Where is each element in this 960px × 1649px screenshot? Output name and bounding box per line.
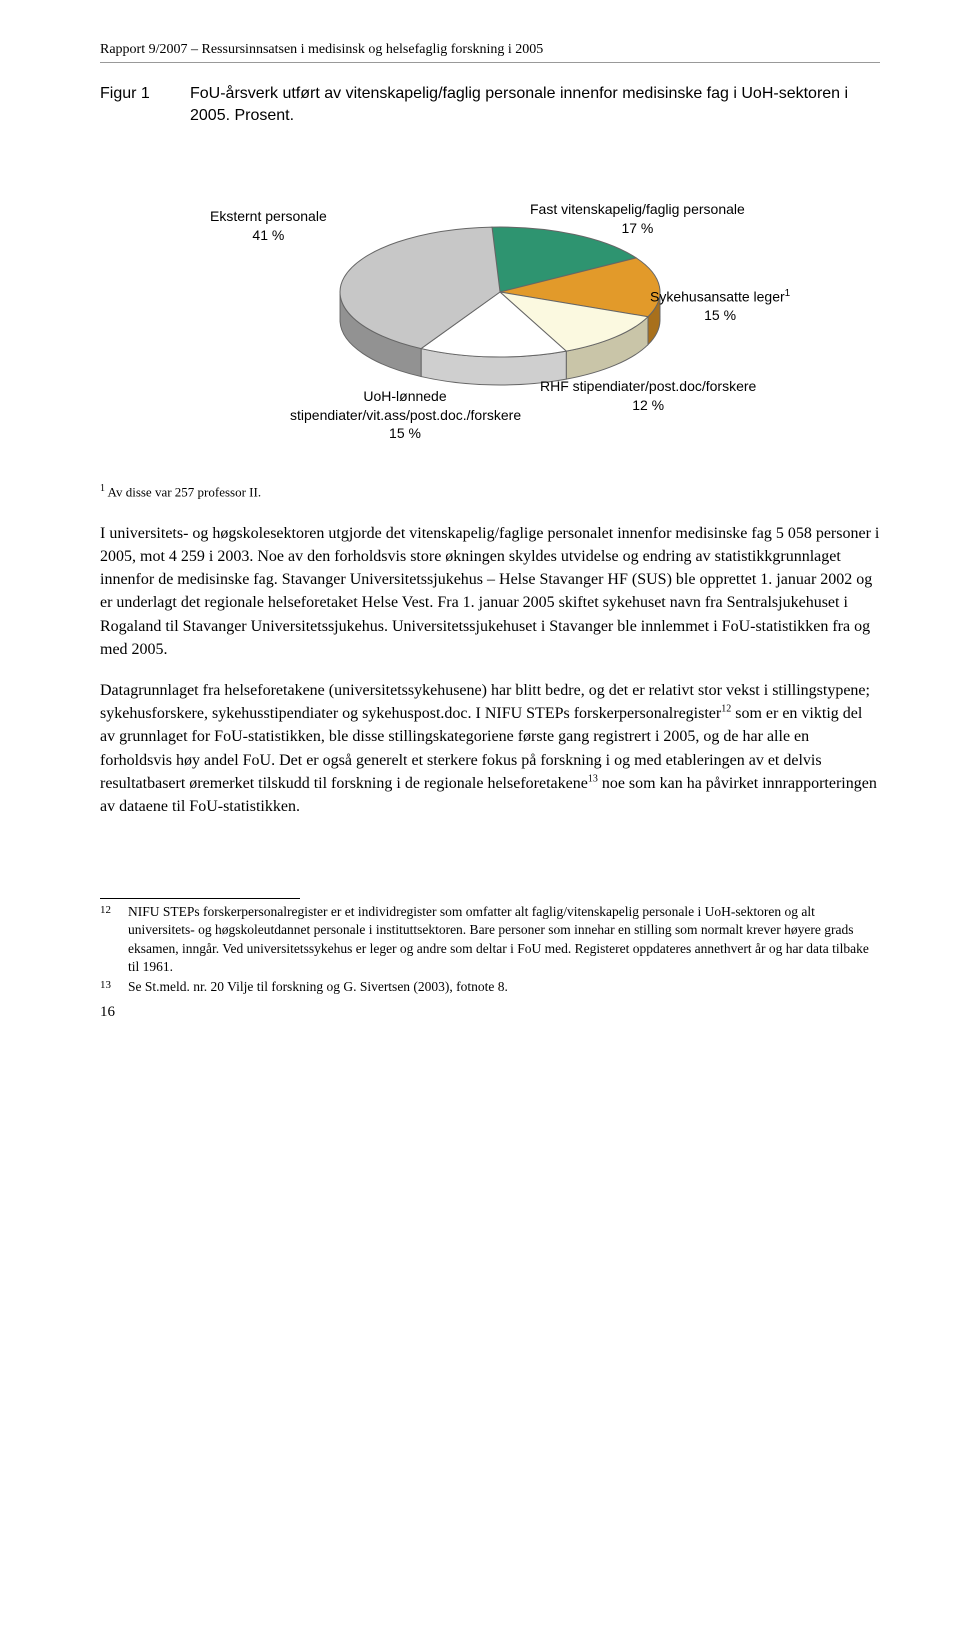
footnote-num: 13 (100, 978, 128, 996)
label-rhf: RHF stipendiater/post.doc/forskere 12 % (540, 377, 756, 413)
label-sykehus-sup: 1 (785, 288, 791, 299)
page-number: 16 (100, 1002, 880, 1023)
paragraph-1: I universitets- og høgskolesektoren utgj… (100, 522, 880, 661)
paragraph-2: Datagrunnlaget fra helseforetakene (univ… (100, 679, 880, 818)
footnotes: 12NIFU STEPs forskerpersonalregister er … (100, 903, 880, 996)
label-fast: Fast vitenskapelig/faglig personale 17 % (530, 200, 745, 236)
figure-caption-row: Figur 1 FoU-årsverk utført av vitenskape… (100, 83, 880, 128)
footnote-row: 12NIFU STEPs forskerpersonalregister er … (100, 903, 880, 976)
label-rhf-text: RHF stipendiater/post.doc/forskere (540, 378, 756, 394)
figure-label: Figur 1 (100, 83, 190, 128)
label-eksternt: Eksternt personale 41 % (210, 207, 327, 243)
footnote-text: Se St.meld. nr. 20 Vilje til forskning o… (128, 978, 880, 996)
report-header: Rapport 9/2007 – Ressursinnsatsen i medi… (100, 40, 880, 63)
para2-sup2: 13 (588, 773, 598, 784)
chart-footnote-text: Av disse var 257 professor II. (105, 485, 261, 500)
label-sykehus-pct: 15 % (704, 307, 736, 323)
footnote-row: 13Se St.meld. nr. 20 Vilje til forskning… (100, 978, 880, 996)
footnotes-rule (100, 898, 300, 899)
label-fast-pct: 17 % (621, 220, 653, 236)
footnote-text: NIFU STEPs forskerpersonalregister er et… (128, 903, 880, 976)
para2-sup1: 12 (721, 704, 731, 715)
label-uoh: UoH-lønnede stipendiater/vit.ass/post.do… (290, 387, 520, 442)
label-uoh-pct: 15 % (389, 425, 421, 441)
label-eksternt-text: Eksternt personale (210, 208, 327, 224)
footnote-num: 12 (100, 903, 128, 976)
label-rhf-pct: 12 % (540, 396, 756, 414)
label-uoh-text: UoH-lønnede stipendiater/vit.ass/post.do… (290, 388, 521, 422)
chart-footnote: 1 Av disse var 257 professor II. (100, 482, 880, 502)
pie-chart: Eksternt personale 41 % Fast vitenskapel… (130, 152, 850, 452)
label-sykehus: Sykehusansatte leger1 15 % (650, 287, 790, 324)
label-eksternt-pct: 41 % (252, 227, 284, 243)
label-fast-text: Fast vitenskapelig/faglig personale (530, 201, 745, 217)
figure-caption: FoU-årsverk utført av vitenskapelig/fagl… (190, 83, 880, 128)
label-sykehus-text: Sykehusansatte leger (650, 289, 785, 305)
